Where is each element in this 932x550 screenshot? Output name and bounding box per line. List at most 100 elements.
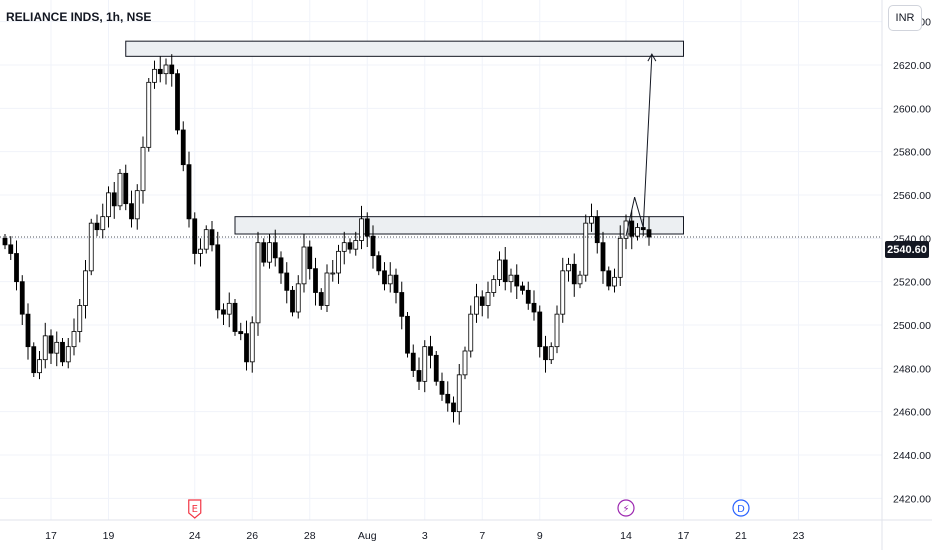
candle-body bbox=[376, 255, 382, 272]
candle-body bbox=[198, 248, 203, 254]
candle-body bbox=[514, 274, 520, 287]
candle-body bbox=[2, 237, 8, 246]
candle-body bbox=[83, 270, 88, 306]
candle-body bbox=[456, 374, 462, 413]
candle-body bbox=[497, 259, 502, 280]
candle-body bbox=[146, 81, 152, 148]
candle-body bbox=[134, 190, 140, 220]
y-tick-label: 2580.00 bbox=[893, 147, 931, 159]
candle-body bbox=[272, 242, 278, 259]
y-tick-label: 2440.00 bbox=[893, 450, 931, 462]
x-tick-label: 17 bbox=[45, 530, 57, 542]
candle-body bbox=[606, 270, 612, 287]
candle-body bbox=[31, 346, 37, 374]
x-tick-label: 28 bbox=[304, 530, 316, 542]
candle-body bbox=[192, 218, 198, 254]
candle-body bbox=[635, 227, 640, 237]
candle-body bbox=[416, 370, 422, 382]
currency-button[interactable]: INR bbox=[888, 5, 922, 31]
candle-body bbox=[244, 333, 249, 363]
x-tick-label: 21 bbox=[735, 530, 747, 542]
event-marker-label: E bbox=[192, 504, 198, 515]
event-marker: ⚡ bbox=[617, 499, 635, 517]
y-tick-label: 2520.00 bbox=[893, 277, 931, 289]
candle-body bbox=[387, 274, 393, 285]
candle-body bbox=[301, 246, 307, 285]
candle-body bbox=[60, 341, 65, 363]
candle-body bbox=[249, 322, 255, 363]
candle-body bbox=[37, 359, 42, 374]
candle-body bbox=[203, 229, 209, 250]
candle-body bbox=[428, 346, 433, 356]
candle-body bbox=[106, 192, 111, 218]
candle-body bbox=[589, 216, 594, 224]
candle-body bbox=[94, 222, 100, 231]
candle-body bbox=[100, 216, 106, 231]
candle-body bbox=[307, 246, 313, 270]
candle-body bbox=[571, 263, 577, 285]
x-tick-label: 14 bbox=[620, 530, 632, 542]
earnings-icon bbox=[188, 499, 202, 519]
candle-body bbox=[25, 313, 31, 348]
candle-body bbox=[71, 331, 77, 348]
candle-body bbox=[629, 220, 635, 237]
event-marker-label: ⚡ bbox=[622, 504, 629, 515]
x-tick-label: 23 bbox=[793, 530, 805, 542]
y-tick-label: 2560.00 bbox=[893, 190, 931, 202]
candle-body bbox=[88, 222, 94, 272]
event-marker: E bbox=[188, 499, 202, 519]
candle-body bbox=[238, 331, 244, 335]
candle-body bbox=[491, 279, 497, 293]
x-tick-label: 26 bbox=[246, 530, 258, 542]
projection-path bbox=[625, 54, 653, 237]
y-tick-label: 2600.00 bbox=[893, 103, 931, 115]
candle-body bbox=[324, 272, 330, 306]
candle-body bbox=[175, 73, 180, 131]
candle-body bbox=[537, 311, 543, 348]
candle-body bbox=[313, 268, 318, 293]
projection-arrowhead bbox=[647, 53, 657, 62]
candle-body bbox=[221, 309, 226, 315]
current-price-label: 2540.60 bbox=[885, 241, 929, 258]
candle-body bbox=[508, 274, 514, 283]
candle-body bbox=[577, 274, 583, 285]
candle-body bbox=[479, 296, 485, 306]
candle-body bbox=[382, 270, 387, 285]
y-tick-label: 2500.00 bbox=[893, 320, 931, 332]
candle-body bbox=[525, 289, 531, 304]
candle-body bbox=[468, 313, 474, 352]
dividend-icon bbox=[732, 499, 750, 517]
candle-body bbox=[359, 218, 364, 241]
candle-body bbox=[111, 192, 117, 207]
x-tick-label: 7 bbox=[479, 530, 485, 542]
candle-body bbox=[77, 305, 83, 332]
candle-body bbox=[646, 229, 652, 238]
candle-body bbox=[129, 203, 134, 220]
candle-body bbox=[433, 354, 439, 382]
candle-body bbox=[255, 242, 261, 324]
y-tick-label: 2480.00 bbox=[893, 363, 931, 375]
candle-body bbox=[439, 380, 445, 395]
candle-body bbox=[295, 283, 301, 313]
candle-body bbox=[290, 289, 295, 313]
event-marker: D bbox=[732, 499, 750, 517]
candle-body bbox=[600, 242, 606, 272]
y-tick-label: 2620.00 bbox=[893, 60, 931, 72]
candle-body bbox=[267, 242, 272, 263]
candle-body bbox=[123, 172, 129, 205]
candle-body bbox=[640, 227, 646, 231]
candle-body bbox=[8, 244, 14, 254]
candle-body bbox=[422, 346, 428, 382]
candle-body bbox=[485, 292, 491, 306]
candle-body bbox=[169, 64, 175, 75]
candle-body bbox=[19, 281, 25, 315]
candle-body bbox=[612, 276, 617, 287]
candle-body bbox=[531, 302, 537, 313]
candle-body bbox=[278, 257, 284, 274]
x-tick-label: Aug bbox=[358, 530, 377, 542]
candle-body bbox=[364, 218, 370, 237]
chart-title: RELIANCE INDS, 1h, NSE bbox=[6, 10, 152, 24]
candle-body bbox=[393, 274, 399, 293]
candle-body bbox=[548, 346, 554, 361]
